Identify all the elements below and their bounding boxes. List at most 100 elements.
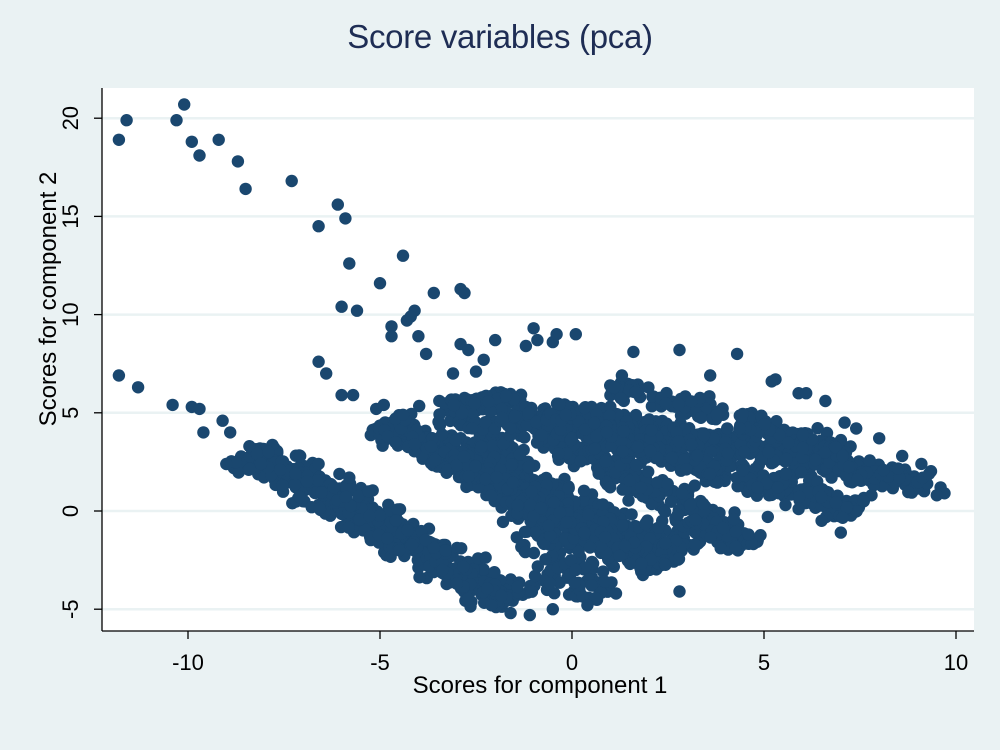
data-point — [112, 133, 126, 146]
data-point — [412, 330, 425, 343]
data-point — [212, 133, 225, 146]
data-point — [627, 345, 640, 359]
data-point — [615, 369, 629, 382]
data-point — [300, 475, 314, 488]
data-point — [231, 155, 245, 168]
data-point — [450, 577, 463, 590]
data-point — [350, 304, 364, 317]
data-point — [289, 467, 302, 480]
data-point — [185, 135, 198, 148]
data-point — [896, 449, 909, 463]
data-point — [112, 369, 126, 382]
data-point — [792, 502, 805, 516]
data-point — [742, 528, 755, 541]
data-point — [216, 414, 229, 427]
data-point — [485, 599, 498, 612]
data-point — [915, 457, 928, 471]
data-point — [285, 174, 298, 188]
x-tick-label: -10 — [172, 650, 204, 675]
data-point — [193, 402, 206, 416]
y-tick-label: 20 — [58, 106, 83, 130]
data-point — [930, 489, 943, 502]
data-point — [688, 538, 702, 551]
data-point — [550, 328, 563, 341]
data-point — [765, 375, 778, 388]
data-point — [331, 198, 344, 211]
y-tick-label: 15 — [58, 204, 83, 228]
data-point — [335, 388, 348, 402]
x-tick-label: -5 — [370, 650, 390, 675]
data-point — [346, 388, 360, 402]
y-axis-ticks: -5 0 5 10 15 20 — [58, 106, 102, 619]
data-point — [446, 367, 460, 380]
data-point — [274, 463, 287, 476]
data-point — [385, 330, 398, 343]
data-point — [850, 422, 863, 435]
data-point — [396, 408, 410, 421]
data-point — [312, 355, 325, 368]
data-point — [385, 320, 398, 333]
data-point — [250, 447, 264, 461]
data-point — [673, 343, 686, 357]
data-point — [389, 436, 402, 449]
data-point — [569, 328, 582, 341]
data-point — [458, 286, 471, 300]
data-point — [704, 369, 717, 382]
x-axis-label: Scores for component 1 — [412, 672, 668, 699]
data-point — [462, 343, 475, 357]
data-point — [504, 606, 517, 620]
data-point — [243, 440, 256, 453]
data-point — [419, 347, 433, 361]
data-point — [761, 510, 774, 524]
x-tick-label: 5 — [758, 650, 770, 675]
data-point — [922, 467, 936, 480]
data-point — [489, 333, 502, 347]
y-tick-label: 10 — [58, 302, 83, 326]
data-point — [377, 398, 390, 412]
data-point — [527, 322, 540, 335]
data-point — [873, 432, 886, 445]
data-point — [339, 212, 352, 225]
data-point — [120, 114, 133, 127]
data-point — [373, 277, 387, 290]
data-point — [224, 426, 237, 439]
data-point — [170, 114, 183, 127]
data-point — [396, 249, 410, 262]
data-point — [166, 398, 179, 412]
data-point — [312, 457, 325, 471]
y-axis-label: Scores for component 2 — [35, 171, 62, 427]
data-point — [800, 387, 813, 400]
data-point — [197, 426, 210, 439]
data-point — [393, 544, 406, 557]
chart-title: Score variables (pca) — [347, 18, 653, 55]
data-point — [546, 603, 559, 616]
data-point — [239, 182, 252, 196]
data-point — [469, 365, 483, 378]
data-point — [427, 286, 440, 300]
data-point — [730, 347, 744, 361]
data-point — [312, 220, 325, 233]
x-tick-label: 10 — [944, 650, 968, 675]
data-point — [819, 394, 832, 408]
data-point — [834, 526, 847, 539]
data-point — [477, 353, 490, 366]
y-tick-label: -5 — [58, 599, 83, 619]
data-point — [262, 445, 275, 459]
data-point — [523, 608, 536, 622]
data-point — [519, 339, 533, 353]
data-point — [320, 367, 333, 380]
data-point — [404, 310, 417, 323]
data-point — [673, 585, 686, 598]
data-point — [343, 257, 356, 270]
data-point — [335, 300, 348, 313]
x-tick-label: 0 — [566, 650, 578, 675]
data-point — [254, 457, 268, 471]
data-points — [112, 98, 951, 622]
data-point — [193, 149, 206, 162]
data-point — [857, 495, 870, 508]
data-point — [362, 485, 375, 498]
data-point — [581, 599, 594, 612]
y-tick-label: 5 — [58, 407, 83, 419]
data-point — [131, 381, 145, 394]
